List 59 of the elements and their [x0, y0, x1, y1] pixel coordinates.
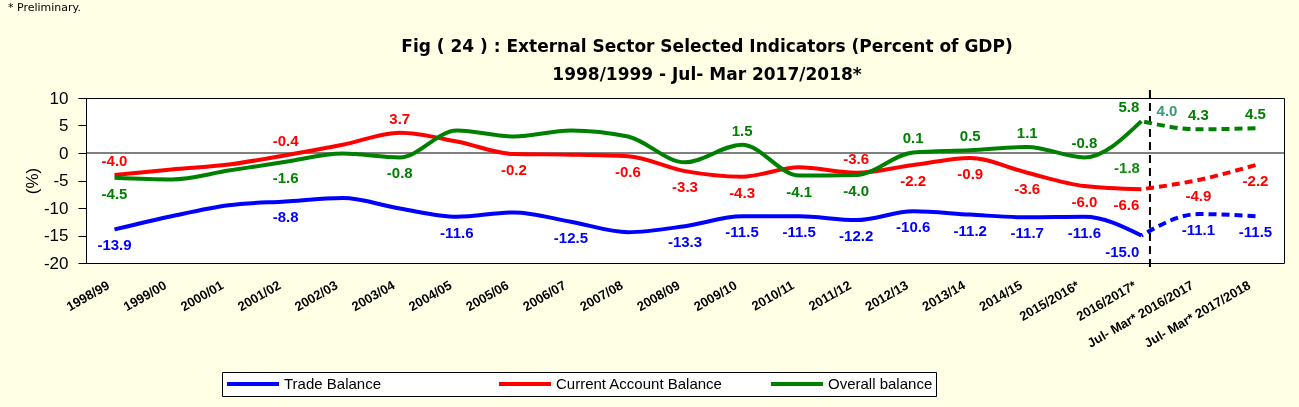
annotation: -1.8	[1114, 159, 1140, 176]
data-label: 4.5	[1245, 105, 1266, 123]
data-label: -11.6	[1067, 223, 1102, 241]
y-tick-label: 10	[49, 88, 69, 108]
data-label: -11.5	[782, 223, 816, 241]
data-label: -0.8	[386, 164, 413, 182]
text: * Preliminary.	[8, 1, 82, 14]
data-label: -11.5	[725, 223, 759, 241]
data-label: -13.3	[667, 233, 703, 251]
y-tick-label: -10	[43, 198, 69, 218]
data-label: -2.2	[900, 172, 927, 190]
data-label: -12.5	[553, 228, 589, 246]
data-label: -4.3	[729, 183, 755, 201]
data-label: -0.4	[272, 132, 300, 150]
data-label: -0.9	[957, 164, 984, 182]
y-axis-title: (%)	[22, 167, 42, 195]
y-tick-label: -15	[43, 226, 69, 245]
data-label: -11.7	[1010, 224, 1044, 242]
data-label: -4.1	[786, 182, 813, 200]
data-label: -15.0	[1105, 242, 1140, 260]
data-label: -4.5	[101, 184, 128, 202]
data-label: 0.5	[959, 127, 981, 145]
data-label: -3.6	[1014, 179, 1041, 197]
data-label: -2.2	[1242, 172, 1269, 190]
data-label: -1.6	[272, 168, 299, 186]
y-tick-label: -20	[43, 253, 69, 273]
data-label: -12.2	[839, 227, 874, 245]
legend-label: Current Account Balance	[556, 375, 722, 392]
data-label: -13.9	[97, 236, 132, 254]
data-label: -0.8	[1071, 134, 1098, 152]
data-label: -6.6	[1113, 196, 1140, 214]
data-label: -4.9	[1185, 186, 1212, 204]
legend-label: Trade Balance	[284, 375, 382, 392]
data-label: 1.5	[731, 121, 753, 139]
chart-title: Fig ( 24 ) : External Sector Selected Indicators (Percent of GDP)	[401, 36, 1013, 56]
y-tick-label: 0	[59, 143, 69, 163]
data-label: -11.1	[1181, 221, 1216, 239]
data-label: -0.2	[500, 161, 527, 179]
data-label: 1.1	[1016, 123, 1038, 141]
data-label: -8.8	[272, 208, 299, 226]
y-tick-label: 5	[59, 116, 69, 135]
data-label: -0.6	[615, 163, 641, 181]
data-label: -11.5	[1238, 223, 1273, 241]
data-label: -10.6	[896, 218, 931, 236]
data-label: -11.6	[440, 223, 474, 241]
data-label: -6.0	[1071, 193, 1098, 210]
data-label: 0.1	[902, 129, 924, 147]
data-label: -4.0	[101, 152, 128, 169]
chart-subtitle: 1998/1999 - Jul- Mar 2017/2018*	[552, 64, 862, 84]
legend-label: Overall balance	[828, 375, 933, 392]
y-tick-label: -5	[53, 171, 69, 190]
data-label: -11.2	[953, 221, 987, 239]
data-label: 3.7	[389, 109, 411, 127]
data-label: 4.3	[1188, 106, 1209, 124]
data-label: -3.6	[843, 149, 870, 167]
data-label: 5.8	[1118, 98, 1140, 116]
data-label: -3.3	[672, 178, 698, 196]
annotation: 4.0	[1156, 102, 1178, 119]
data-label: -4.0	[843, 182, 870, 199]
